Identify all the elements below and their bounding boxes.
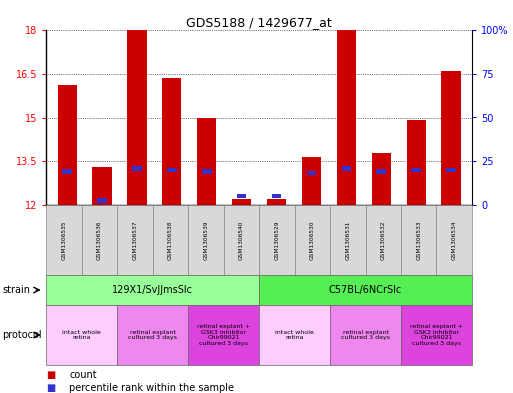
Bar bbox=[167, 168, 176, 172]
Text: GSM1306536: GSM1306536 bbox=[97, 220, 102, 260]
Bar bbox=[237, 194, 246, 198]
Text: count: count bbox=[69, 370, 97, 380]
Title: GDS5188 / 1429677_at: GDS5188 / 1429677_at bbox=[186, 16, 332, 29]
Bar bbox=[197, 118, 216, 205]
Bar bbox=[377, 169, 386, 174]
Text: GSM1306539: GSM1306539 bbox=[203, 220, 208, 260]
Text: C57BL/6NCrSlc: C57BL/6NCrSlc bbox=[329, 285, 402, 295]
Text: retinal explant +
GSK3 inhibitor
Chir99021
cultured 3 days: retinal explant + GSK3 inhibitor Chir990… bbox=[197, 324, 250, 346]
Text: GSM1306531: GSM1306531 bbox=[345, 220, 350, 260]
Text: percentile rank within the sample: percentile rank within the sample bbox=[69, 383, 234, 393]
Bar bbox=[127, 30, 147, 205]
Bar bbox=[307, 171, 316, 175]
Text: ■: ■ bbox=[46, 383, 55, 393]
Text: 129X1/SvJJmsSlc: 129X1/SvJJmsSlc bbox=[112, 285, 193, 295]
Bar bbox=[57, 85, 77, 205]
Text: retinal explant
cultured 3 days: retinal explant cultured 3 days bbox=[341, 330, 390, 340]
Bar bbox=[97, 198, 107, 203]
Bar bbox=[232, 199, 251, 205]
Bar bbox=[371, 152, 391, 205]
Bar bbox=[441, 71, 461, 205]
Text: GSM1306535: GSM1306535 bbox=[62, 220, 66, 260]
Text: GSM1306532: GSM1306532 bbox=[381, 220, 386, 260]
Bar bbox=[406, 120, 426, 205]
Text: protocol: protocol bbox=[3, 330, 42, 340]
Text: GSM1306537: GSM1306537 bbox=[132, 220, 137, 260]
Text: GSM1306530: GSM1306530 bbox=[310, 220, 315, 260]
Text: ■: ■ bbox=[46, 370, 55, 380]
Text: strain: strain bbox=[3, 285, 31, 295]
Text: retinal explant +
GSK3 inhibitor
Chir99021
cultured 3 days: retinal explant + GSK3 inhibitor Chir990… bbox=[410, 324, 463, 346]
Bar bbox=[342, 166, 351, 171]
Bar bbox=[302, 157, 321, 205]
Bar bbox=[337, 30, 356, 205]
Text: GSM1306538: GSM1306538 bbox=[168, 220, 173, 260]
Bar bbox=[446, 168, 456, 172]
Bar bbox=[132, 166, 142, 171]
Text: intact whole
retina: intact whole retina bbox=[275, 330, 314, 340]
Text: GSM1306529: GSM1306529 bbox=[274, 220, 279, 260]
Text: intact whole
retina: intact whole retina bbox=[62, 330, 101, 340]
Bar bbox=[162, 78, 182, 205]
Bar bbox=[411, 168, 421, 172]
Bar bbox=[267, 199, 286, 205]
Text: GSM1306534: GSM1306534 bbox=[452, 220, 457, 260]
Bar bbox=[202, 169, 211, 174]
Bar bbox=[272, 194, 281, 198]
Text: GSM1306540: GSM1306540 bbox=[239, 220, 244, 260]
Bar bbox=[92, 167, 112, 205]
Text: retinal explant
cultured 3 days: retinal explant cultured 3 days bbox=[128, 330, 177, 340]
Text: GSM1306533: GSM1306533 bbox=[416, 220, 421, 260]
Bar bbox=[62, 169, 72, 174]
